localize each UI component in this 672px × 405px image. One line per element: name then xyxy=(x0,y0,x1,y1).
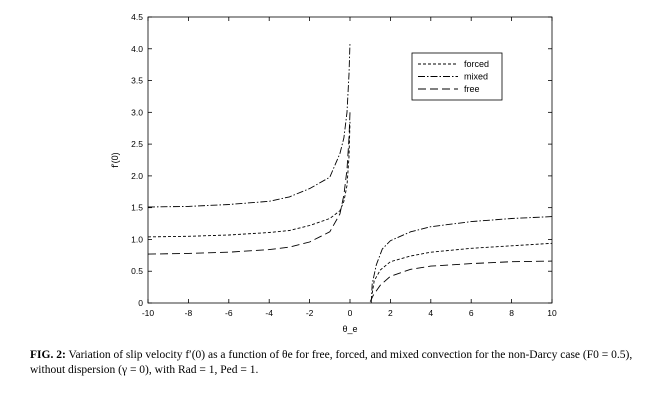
legend-label-forced: forced xyxy=(464,59,489,69)
legend-label-mixed: mixed xyxy=(464,72,488,82)
series-line-free xyxy=(369,260,553,302)
x-tick-label: -6 xyxy=(225,308,233,318)
x-tick-label: -2 xyxy=(306,308,314,318)
x-tick-label: 10 xyxy=(547,308,557,318)
x-tick-label: -4 xyxy=(265,308,273,318)
y-tick-label: 4.0 xyxy=(131,44,143,54)
x-tick-label: -8 xyxy=(185,308,193,318)
series-line-forced xyxy=(147,121,351,238)
legend-label-free: free xyxy=(464,84,480,94)
y-tick-label: 1.5 xyxy=(131,203,143,213)
x-tick-label: 6 xyxy=(469,308,474,318)
series-line-mixed xyxy=(370,216,553,304)
y-tick-label: 0 xyxy=(138,298,143,308)
legend: forced mixed free xyxy=(411,52,503,101)
y-tick-label: 2.5 xyxy=(131,139,143,149)
x-axis-ticks: -10 -8 -6 -4 -2 0 2 4 6 8 10 xyxy=(142,17,557,318)
caption-label: FIG. 2: xyxy=(30,349,66,361)
series-line-forced xyxy=(371,242,553,294)
y-tick-label: 3.0 xyxy=(131,107,143,117)
y-axis-ticks: 0 0.5 1.0 1.5 2.0 2.5 3.0 3.5 4.0 4.5 xyxy=(131,12,552,308)
y-tick-label: 0.5 xyxy=(131,266,143,276)
x-axis-label: θ_e xyxy=(342,324,357,334)
series-lines xyxy=(147,42,553,304)
y-tick-label: 1.0 xyxy=(131,234,143,244)
caption-text: Variation of slip velocity f′(0) as a fu… xyxy=(30,349,633,376)
y-axis-label: f'(0) xyxy=(110,152,120,167)
y-tick-label: 2.0 xyxy=(131,171,143,181)
x-tick-label: 4 xyxy=(428,308,433,318)
y-tick-label: 4.5 xyxy=(131,12,143,22)
figure-caption: FIG. 2: Variation of slip velocity f′(0)… xyxy=(30,348,660,378)
y-tick-label: 3.5 xyxy=(131,76,143,86)
x-tick-label: -10 xyxy=(142,308,155,318)
series-line-free xyxy=(147,112,351,255)
x-tick-label: 8 xyxy=(509,308,514,318)
x-tick-label: 0 xyxy=(348,308,353,318)
x-tick-label: 2 xyxy=(388,308,393,318)
chart-figure: -10 -8 -6 -4 -2 0 2 4 6 8 10 0 0.5 1.0 1.5 2.0 2.5 3.0 3.… xyxy=(110,12,557,334)
series-line-mixed xyxy=(147,42,351,208)
